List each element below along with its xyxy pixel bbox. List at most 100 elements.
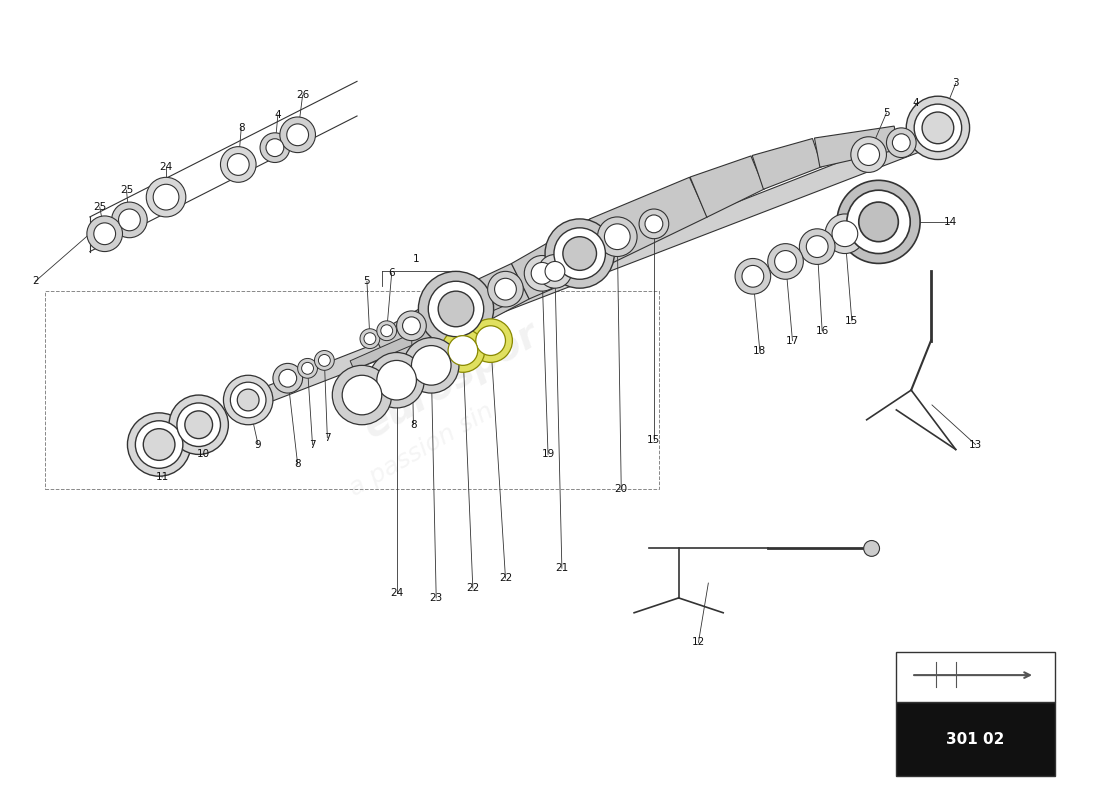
Text: 17: 17	[785, 336, 799, 346]
Text: 18: 18	[754, 346, 767, 355]
Circle shape	[111, 202, 147, 238]
Circle shape	[487, 271, 524, 307]
Text: 4: 4	[275, 110, 282, 120]
Text: 23: 23	[430, 593, 443, 603]
Circle shape	[332, 366, 392, 425]
Polygon shape	[690, 156, 764, 218]
Text: 2: 2	[32, 276, 39, 286]
Circle shape	[301, 362, 314, 374]
Text: 301 02: 301 02	[946, 732, 1004, 747]
Circle shape	[238, 389, 260, 411]
Bar	[896, 702, 1055, 776]
Text: eurospor: eurospor	[356, 314, 546, 446]
Circle shape	[825, 214, 865, 254]
Polygon shape	[590, 178, 707, 264]
Text: 7: 7	[309, 439, 316, 450]
Circle shape	[914, 104, 961, 152]
Text: 25: 25	[120, 186, 133, 195]
Circle shape	[906, 96, 969, 159]
Circle shape	[887, 128, 916, 158]
Circle shape	[847, 190, 910, 254]
Circle shape	[153, 184, 179, 210]
Circle shape	[368, 353, 425, 408]
Polygon shape	[752, 138, 822, 190]
Circle shape	[403, 317, 420, 334]
Text: 5: 5	[883, 108, 890, 118]
Circle shape	[531, 262, 553, 284]
Circle shape	[645, 215, 663, 233]
Circle shape	[228, 154, 250, 175]
Circle shape	[185, 411, 212, 438]
Circle shape	[315, 350, 334, 370]
Bar	[896, 652, 1055, 702]
Text: 8: 8	[295, 459, 301, 470]
Circle shape	[177, 403, 220, 446]
Bar	[45, 291, 659, 489]
Text: 13: 13	[969, 439, 982, 450]
Circle shape	[837, 180, 920, 263]
Circle shape	[742, 266, 763, 287]
Circle shape	[476, 326, 506, 355]
Circle shape	[864, 541, 880, 556]
Circle shape	[273, 363, 303, 393]
Circle shape	[411, 346, 451, 385]
Polygon shape	[374, 297, 461, 366]
Circle shape	[806, 236, 828, 258]
Text: 24: 24	[160, 162, 173, 173]
Circle shape	[119, 209, 141, 230]
Polygon shape	[814, 126, 899, 167]
Circle shape	[525, 255, 560, 291]
Circle shape	[135, 421, 183, 468]
Text: 21: 21	[556, 563, 569, 574]
Text: 15: 15	[845, 316, 858, 326]
Circle shape	[381, 325, 393, 337]
Text: 3: 3	[953, 78, 959, 88]
Text: 24: 24	[390, 588, 404, 598]
Polygon shape	[350, 295, 503, 370]
Circle shape	[360, 329, 379, 349]
Circle shape	[538, 254, 572, 288]
Circle shape	[418, 271, 494, 346]
Text: 22: 22	[466, 583, 480, 593]
Text: 6: 6	[388, 268, 395, 278]
Circle shape	[364, 333, 376, 345]
Text: 22: 22	[498, 573, 513, 583]
Text: 1: 1	[414, 254, 420, 265]
Polygon shape	[441, 263, 529, 335]
Circle shape	[342, 375, 382, 415]
Polygon shape	[512, 219, 610, 299]
Text: 7: 7	[324, 433, 331, 442]
Circle shape	[850, 137, 887, 172]
Polygon shape	[251, 134, 920, 407]
Text: 14: 14	[944, 217, 957, 227]
Circle shape	[441, 329, 485, 372]
Circle shape	[266, 138, 284, 157]
Circle shape	[404, 338, 459, 393]
Text: 11: 11	[155, 472, 168, 482]
Circle shape	[87, 216, 122, 251]
Text: 9: 9	[255, 439, 262, 450]
Circle shape	[146, 178, 186, 217]
Text: 12: 12	[692, 638, 705, 647]
Circle shape	[94, 223, 115, 245]
Circle shape	[438, 291, 474, 326]
Circle shape	[546, 262, 564, 282]
Circle shape	[377, 361, 417, 400]
Text: 16: 16	[815, 326, 828, 336]
Text: 10: 10	[197, 450, 210, 459]
Circle shape	[260, 133, 289, 162]
Circle shape	[469, 319, 513, 362]
Circle shape	[563, 237, 596, 270]
Circle shape	[279, 117, 316, 153]
Circle shape	[318, 354, 330, 366]
Circle shape	[597, 217, 637, 257]
Circle shape	[800, 229, 835, 265]
Text: 8: 8	[238, 123, 244, 133]
Text: a passion sin: a passion sin	[345, 398, 498, 501]
Circle shape	[922, 112, 954, 144]
Circle shape	[639, 209, 669, 238]
Circle shape	[397, 311, 427, 341]
Text: 15: 15	[647, 434, 660, 445]
Circle shape	[768, 244, 803, 279]
Circle shape	[604, 224, 630, 250]
